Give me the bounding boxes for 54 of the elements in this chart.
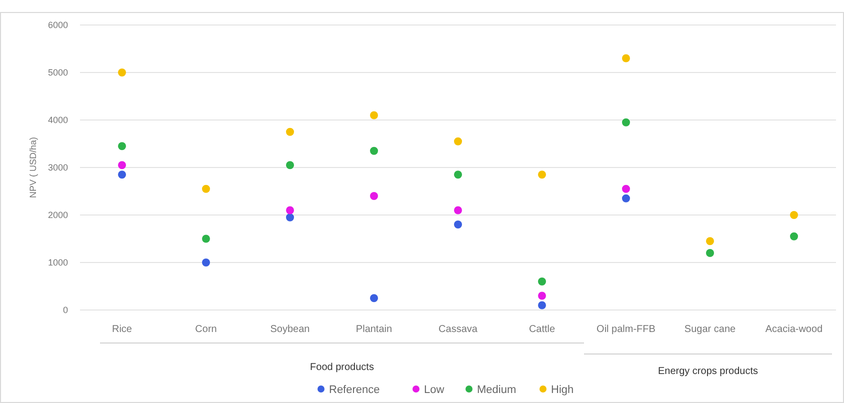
- x-tick-label: Oil palm-FFB: [596, 324, 656, 335]
- point: [790, 232, 798, 240]
- point: [370, 294, 378, 302]
- point: [454, 206, 462, 214]
- point: [202, 184, 210, 193]
- point: [202, 234, 210, 243]
- point: [706, 249, 714, 257]
- x-tick-label: Corn: [195, 324, 217, 335]
- point: [118, 161, 126, 170]
- point: [538, 170, 546, 179]
- point: [538, 301, 546, 310]
- y-tick-label: 0: [62, 305, 68, 316]
- point: [454, 220, 462, 228]
- y-tick-label: 2000: [48, 210, 68, 220]
- point: [118, 68, 126, 76]
- y-tick-label: 3000: [48, 162, 68, 173]
- x-tick-label: Rice: [112, 324, 132, 335]
- y-tick-label: 1000: [48, 258, 68, 268]
- text: Food products: [310, 362, 374, 373]
- x-tick-label: Acacia-wood: [765, 324, 823, 335]
- x-tick-label: Cattle: [528, 324, 556, 335]
- x-tick-label: Soybean: [270, 324, 310, 335]
- point: [118, 142, 126, 150]
- point: [622, 194, 630, 202]
- point: [370, 192, 378, 200]
- point: [454, 170, 462, 179]
- point: [118, 170, 126, 179]
- point: [538, 278, 546, 286]
- point: [622, 184, 630, 193]
- point: [370, 111, 378, 120]
- y-tick-label: 6000: [48, 20, 68, 30]
- y-tick-label: 4000: [48, 115, 68, 126]
- legend-label: High: [551, 384, 574, 396]
- legend-label: Reference: [329, 384, 380, 396]
- point: [286, 128, 294, 136]
- point: [286, 161, 294, 170]
- point: [286, 206, 294, 214]
- x-tick-label: Cassava: [438, 324, 478, 335]
- point: [286, 213, 294, 222]
- point: [370, 146, 378, 155]
- legend-label: Low: [424, 384, 444, 396]
- point: [202, 258, 210, 266]
- legend-label: Medium: [477, 384, 516, 396]
- point: [622, 54, 630, 62]
- y-axis-title: NPV ( USD/ha): [28, 136, 38, 198]
- x-tick-label: Plantain: [356, 324, 392, 335]
- text: Energy crops products: [658, 366, 758, 377]
- point: [538, 292, 546, 300]
- point: [622, 118, 630, 126]
- x-tick-label: Sugar cane: [684, 324, 736, 335]
- y-tick-label: 5000: [48, 68, 68, 78]
- point: [706, 237, 714, 246]
- point: [790, 211, 798, 219]
- point: [454, 137, 462, 146]
